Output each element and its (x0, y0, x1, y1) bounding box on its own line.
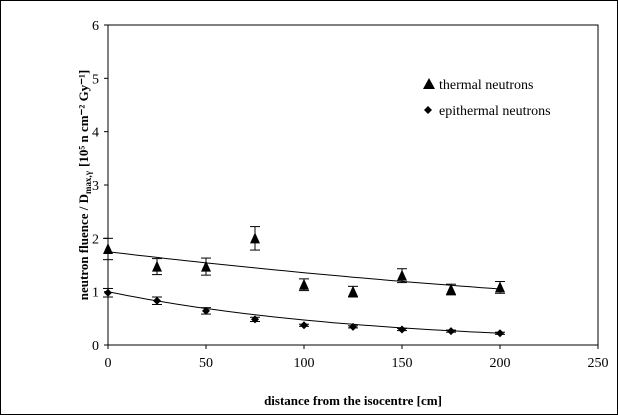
x-tick-label: 0 (105, 356, 112, 371)
x-tick-label: 200 (490, 356, 511, 371)
y-axis-title-main: neutron fluence / D (76, 194, 91, 300)
x-axis: 0 50 100 150 200 250 (105, 345, 609, 371)
data-point-thermal (201, 260, 211, 272)
data-point-thermal (103, 243, 113, 254)
x-tick-label: 250 (588, 356, 609, 371)
y-tick-label: 1 (92, 286, 99, 301)
x-tick-label: 100 (294, 356, 315, 371)
x-axis-title: distance from the isocentre [cm] (264, 393, 442, 408)
legend: thermal neutrons epithermal neutrons (423, 78, 551, 119)
legend-label-thermal: thermal neutrons (439, 78, 533, 93)
legend-triangle-icon (423, 78, 435, 89)
y-tick-label: 4 (92, 126, 99, 141)
data-point-epithermal (202, 306, 210, 315)
y-axis-title-units: [10⁵ n cm⁻² Gy⁻¹] (76, 70, 91, 167)
y-tick-label: 3 (92, 179, 99, 194)
x-tick-label: 50 (199, 356, 213, 371)
fit-curve-epithermal (107, 291, 501, 334)
y-tick-label: 6 (92, 19, 99, 34)
data-point-thermal (495, 281, 505, 293)
legend-diamond-icon (424, 106, 432, 114)
fit-curve-thermal (107, 251, 501, 290)
data-point-epithermal (300, 321, 308, 330)
data-point-epithermal (447, 327, 455, 336)
y-axis-title: neutron fluence / Dmax,γ [10⁵ n cm⁻² Gy⁻¹… (76, 70, 93, 301)
y-axis: 0 1 2 3 4 5 6 (92, 19, 108, 354)
fit-curves (107, 251, 501, 334)
data-point-thermal (446, 283, 456, 295)
y-tick-label: 5 (92, 72, 99, 87)
data-point-thermal (348, 285, 358, 297)
data-point-epithermal (251, 315, 259, 324)
y-axis-title-subscript: max,γ (83, 170, 93, 194)
data-point-thermal (299, 278, 309, 290)
data-point-epithermal (104, 288, 112, 297)
data-marks (103, 226, 505, 338)
y-tick-label: 2 (92, 232, 99, 247)
data-point-thermal (250, 232, 260, 244)
data-point-epithermal (496, 329, 504, 338)
data-point-epithermal (349, 322, 357, 331)
x-tick-label: 150 (392, 356, 413, 371)
data-point-thermal (397, 269, 407, 281)
data-point-thermal (152, 260, 162, 272)
legend-label-epithermal: epithermal neutrons (439, 104, 551, 119)
data-point-epithermal (153, 296, 161, 305)
y-tick-label: 0 (92, 339, 99, 354)
data-point-epithermal (398, 325, 406, 334)
